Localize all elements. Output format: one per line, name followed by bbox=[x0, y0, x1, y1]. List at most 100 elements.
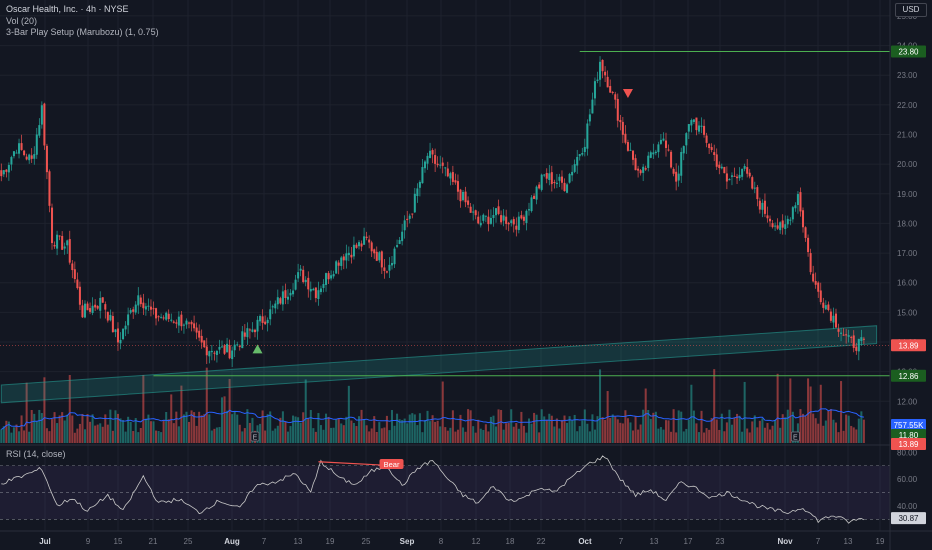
volume-bar bbox=[690, 384, 693, 443]
volume-bar bbox=[505, 423, 508, 443]
candle-body bbox=[426, 155, 429, 164]
time-tick-label: 13 bbox=[844, 537, 853, 546]
volume-bar bbox=[664, 420, 668, 443]
volume-bar bbox=[743, 381, 746, 443]
volume-bar bbox=[218, 427, 221, 443]
rsi-indicator-label[interactable]: RSI (14, close) bbox=[6, 449, 66, 459]
volume-bar bbox=[170, 394, 173, 443]
candle-body bbox=[213, 352, 216, 354]
volume-bar bbox=[781, 414, 784, 443]
candle-body bbox=[71, 263, 74, 271]
volume-bar bbox=[687, 419, 690, 443]
candle-body bbox=[172, 321, 175, 323]
volume-indicator-label[interactable]: Vol (20) bbox=[6, 16, 38, 26]
candle-body bbox=[185, 320, 188, 325]
candle-body bbox=[540, 174, 543, 190]
candle-body bbox=[253, 329, 256, 333]
rsi-bear-badge-label: Bear bbox=[384, 460, 400, 469]
rsi-tick-label: 40.00 bbox=[897, 502, 918, 511]
candle-body bbox=[680, 151, 683, 176]
volume-bar bbox=[576, 431, 579, 443]
candle-body bbox=[406, 218, 409, 221]
volume-bar bbox=[555, 418, 558, 443]
candle-body bbox=[713, 152, 716, 155]
volume-bar bbox=[297, 417, 300, 443]
volume-bar bbox=[357, 416, 361, 443]
volume-bar bbox=[855, 429, 858, 443]
candle-body bbox=[533, 195, 536, 199]
candle-body bbox=[728, 179, 731, 181]
candle-body bbox=[122, 328, 125, 340]
volume-bar bbox=[527, 418, 531, 443]
volume-bar bbox=[132, 431, 135, 443]
volume-bar bbox=[588, 431, 591, 443]
currency-button[interactable]: USD bbox=[895, 3, 927, 17]
volume-bar bbox=[304, 379, 307, 443]
volume-bar bbox=[106, 424, 109, 443]
volume-bar bbox=[446, 430, 449, 443]
volume-bar bbox=[860, 411, 863, 443]
candle-body bbox=[654, 151, 657, 154]
rsi-value-badge-label: 30.87 bbox=[898, 514, 919, 523]
rsi-tick-label: 80.00 bbox=[897, 448, 918, 457]
volume-bar bbox=[609, 418, 612, 443]
candle-body bbox=[327, 273, 330, 280]
candle-body bbox=[45, 145, 48, 173]
volume-bar bbox=[292, 415, 295, 443]
candle-body bbox=[799, 192, 802, 212]
candle-body bbox=[20, 143, 23, 150]
candle-body bbox=[304, 279, 307, 283]
candle-body bbox=[30, 155, 33, 159]
volume-bar bbox=[429, 421, 432, 443]
candle-body bbox=[746, 167, 749, 174]
volume-bar bbox=[393, 425, 396, 443]
candle-body bbox=[670, 151, 673, 168]
volume-bar bbox=[335, 419, 338, 443]
candle-body bbox=[733, 175, 736, 177]
volume-bar bbox=[431, 415, 434, 443]
volume-bar bbox=[812, 413, 815, 443]
candle-body bbox=[33, 154, 36, 159]
volume-bar bbox=[596, 416, 599, 443]
rsi-tick-label: 60.00 bbox=[897, 475, 918, 484]
candle-body bbox=[28, 154, 31, 161]
candle-body bbox=[58, 235, 61, 237]
candle-body bbox=[784, 224, 787, 229]
volume-bar bbox=[624, 410, 627, 443]
candle-body bbox=[294, 279, 297, 290]
volume-bar bbox=[626, 418, 629, 443]
volume-bar bbox=[165, 411, 168, 443]
volume-bar bbox=[487, 431, 490, 443]
volume-bar bbox=[413, 414, 416, 443]
candle-body bbox=[68, 239, 71, 263]
price-tick-label: 17.00 bbox=[897, 249, 918, 258]
volume-bar bbox=[149, 421, 152, 443]
candle-body bbox=[15, 152, 18, 154]
candle-body bbox=[824, 305, 827, 310]
candle-body bbox=[614, 94, 617, 100]
volume-bar bbox=[319, 425, 322, 443]
volume-bar bbox=[560, 419, 563, 443]
setup-indicator-label[interactable]: 3-Bar Play Setup (Marubozu) (1, 0.75) bbox=[6, 27, 159, 37]
rsi-axis-ticks: 40.00 60.00 80.00 bbox=[897, 448, 918, 511]
candle-body bbox=[804, 227, 807, 238]
volume-bar bbox=[444, 427, 447, 443]
volume-bar bbox=[647, 410, 650, 443]
candle-body bbox=[779, 222, 782, 231]
volume-bar bbox=[604, 419, 607, 443]
time-tick-label: 7 bbox=[262, 537, 267, 546]
volume-bar bbox=[266, 414, 269, 443]
volume-bar bbox=[586, 423, 589, 443]
candle-body bbox=[132, 309, 135, 312]
volume-bar bbox=[185, 411, 188, 443]
time-tick-label: Sep bbox=[400, 537, 415, 546]
volume-bar bbox=[264, 430, 267, 443]
candle-body bbox=[167, 313, 170, 320]
candle-body bbox=[368, 239, 371, 243]
volume-bar bbox=[18, 431, 21, 443]
candle-body bbox=[134, 304, 137, 313]
candle-body bbox=[152, 308, 155, 310]
candle-body bbox=[611, 91, 614, 93]
